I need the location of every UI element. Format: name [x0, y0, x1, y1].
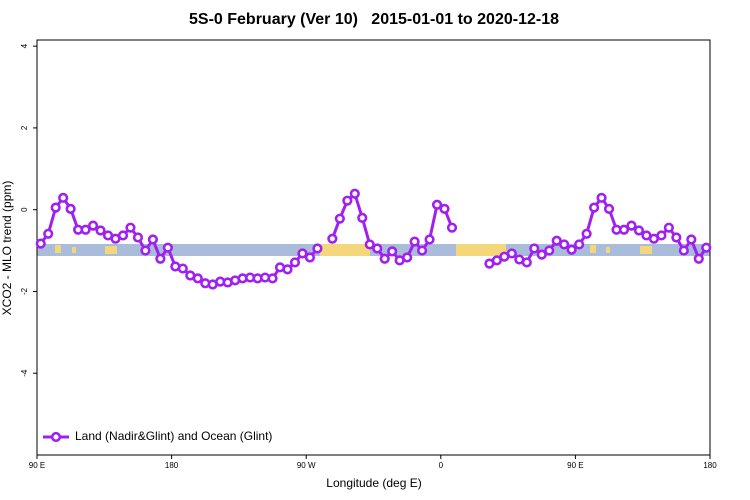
data-point	[267, 273, 278, 284]
data-point	[431, 199, 443, 210]
land-patch	[640, 246, 652, 254]
data-point	[65, 203, 76, 214]
data-point	[117, 230, 129, 241]
land-patch	[55, 245, 61, 253]
data-point	[618, 224, 630, 235]
data-point	[581, 228, 592, 239]
y-tick-label: 2	[20, 125, 29, 130]
data-point	[596, 192, 607, 203]
data-point	[686, 234, 697, 245]
legend-marker	[50, 431, 62, 443]
x-tick-label: 180	[703, 461, 717, 470]
data-point	[177, 263, 188, 274]
data-point	[671, 232, 682, 243]
data-point	[357, 212, 368, 223]
data-point	[372, 243, 383, 254]
data-point	[162, 242, 173, 253]
y-tick-label: 4	[20, 43, 29, 48]
land-patch	[606, 247, 610, 253]
y-tick-label: -4	[20, 369, 29, 377]
data-point	[566, 244, 577, 255]
legend-label: Land (Nadir&Glint) and Ocean (Glint)	[75, 429, 272, 443]
data-point	[574, 239, 585, 250]
data-point	[125, 222, 136, 233]
data-point	[544, 245, 555, 256]
data-point	[282, 264, 293, 275]
data-point	[140, 245, 151, 256]
data-point	[132, 232, 144, 243]
land-patch	[590, 245, 596, 253]
data-point	[603, 203, 615, 214]
land-patch	[456, 244, 506, 256]
land-patch	[320, 244, 370, 256]
data-point	[529, 243, 540, 254]
land-patch	[72, 247, 76, 253]
data-point	[349, 188, 360, 199]
x-tick-label: 90 E	[29, 461, 45, 470]
x-tick-label: 180	[165, 461, 179, 470]
y-tick-label: 0	[20, 207, 29, 212]
data-point	[521, 257, 532, 268]
data-point	[626, 220, 637, 231]
y-axis-label: XCO2 - MLO trend (ppm)	[0, 181, 14, 316]
x-axis-label: Longitude (deg E)	[326, 476, 421, 490]
data-point	[656, 230, 667, 241]
chart-title: 5S-0 February (Ver 10) 2015-01-01 to 202…	[189, 11, 559, 28]
data-point	[506, 248, 517, 259]
data-point	[633, 225, 645, 236]
data-point	[342, 195, 353, 206]
data-point	[417, 245, 428, 256]
data-point	[491, 255, 502, 266]
data-point	[424, 234, 435, 245]
data-point	[693, 253, 704, 264]
data-point	[536, 249, 547, 260]
data-point	[551, 235, 562, 246]
data-point	[50, 202, 61, 213]
y-tick-label: -2	[20, 287, 29, 295]
data-point	[43, 228, 54, 239]
data-point	[80, 224, 91, 235]
data-point	[155, 253, 166, 264]
data-point	[588, 202, 600, 213]
data-point	[297, 248, 308, 259]
data-point	[387, 246, 398, 257]
data-point	[379, 253, 390, 264]
data-point	[409, 236, 420, 247]
data-point	[446, 222, 458, 233]
data-point	[147, 234, 159, 245]
data-point	[364, 239, 375, 250]
x-tick-label: 90 E	[567, 461, 583, 470]
x-tick-label: 90 W	[297, 461, 316, 470]
data-point	[289, 257, 301, 268]
data-point	[663, 222, 674, 233]
data-point	[402, 252, 413, 263]
land-patch	[105, 246, 117, 254]
data-point	[95, 225, 106, 236]
x-tick-label: 0	[439, 461, 444, 470]
data-point	[35, 238, 46, 249]
data-point	[327, 233, 338, 244]
data-point	[439, 203, 450, 214]
data-point	[58, 192, 69, 203]
data-point	[192, 273, 203, 284]
data-point	[678, 245, 689, 256]
data-point	[701, 242, 712, 253]
data-point	[559, 239, 570, 250]
data-point	[334, 213, 345, 224]
data-point	[304, 252, 316, 263]
data-point	[312, 243, 323, 254]
data-point	[87, 220, 99, 231]
